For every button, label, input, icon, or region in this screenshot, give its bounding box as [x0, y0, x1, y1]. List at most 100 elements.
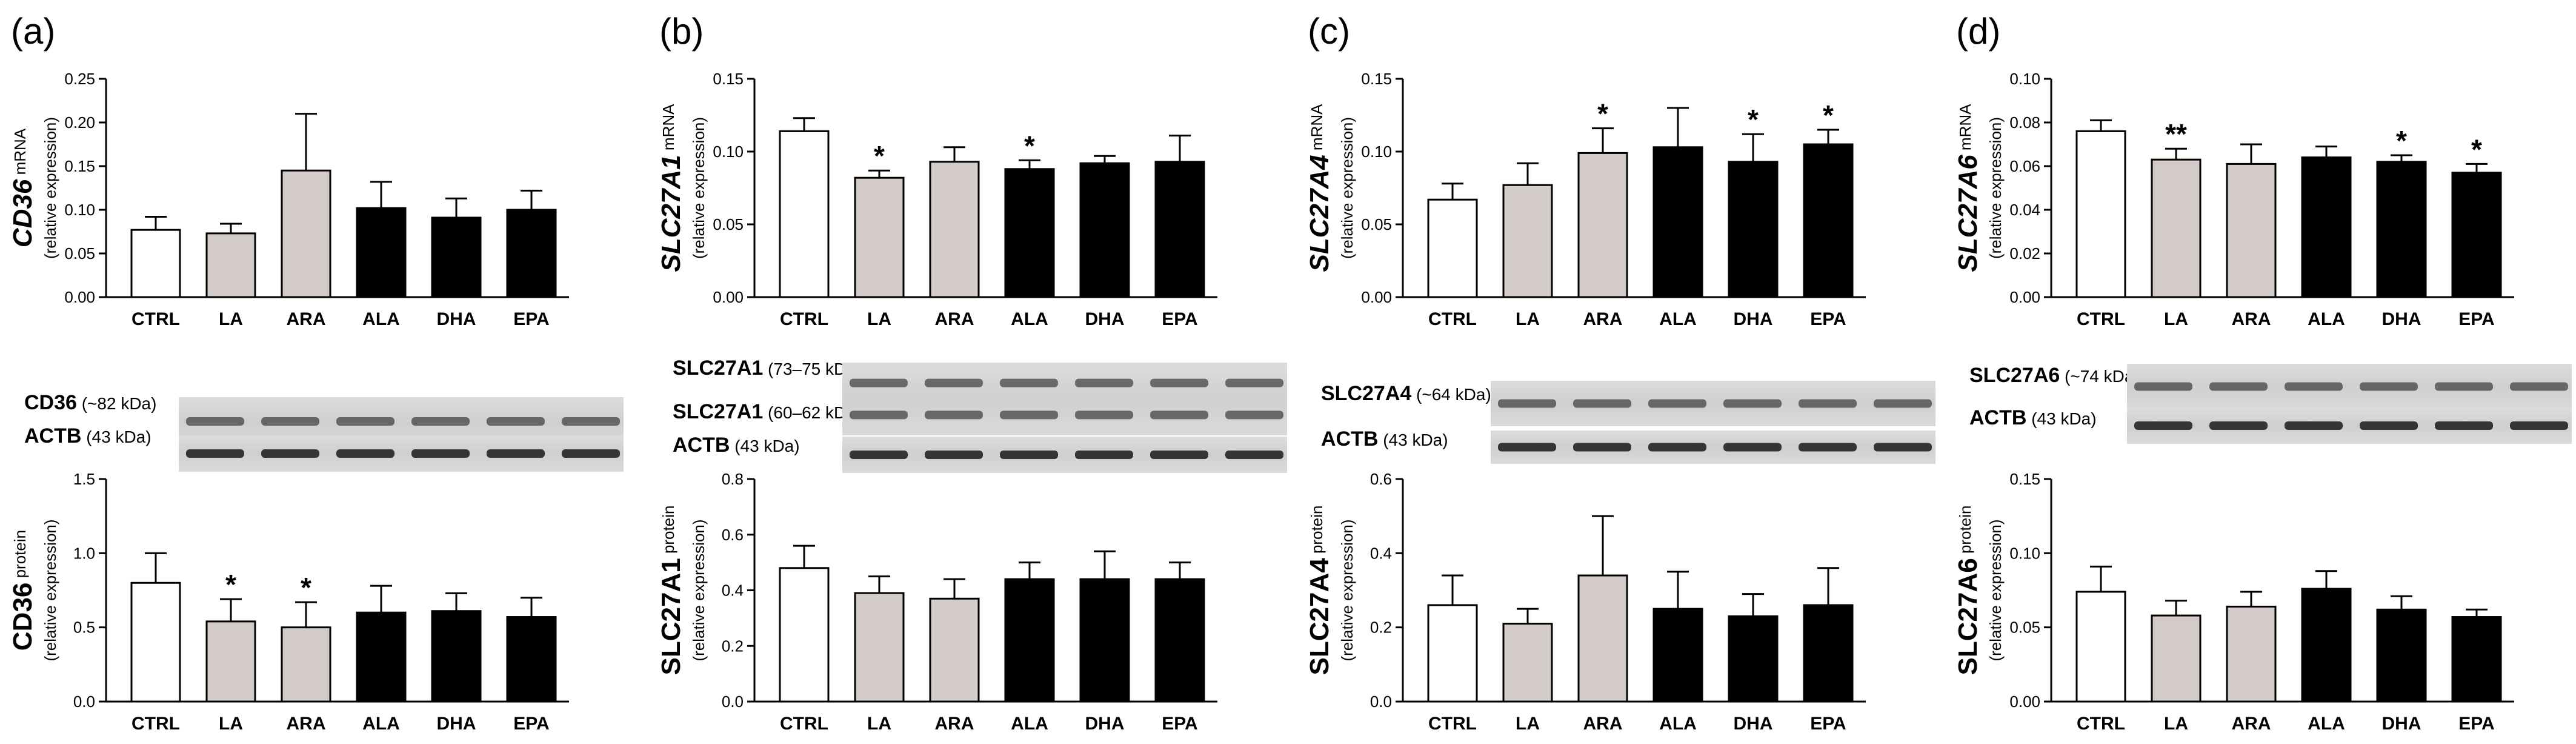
blot-band	[1799, 399, 1857, 408]
bar-dha	[1728, 615, 1779, 703]
y-tick-label: 0.0	[722, 692, 744, 711]
y-tick-label: 0.6	[1370, 470, 1392, 488]
blot-band	[1648, 399, 1706, 408]
bar-epa	[2451, 616, 2502, 703]
y-tick-label: 0.15	[2009, 470, 2040, 488]
blot-band	[186, 417, 244, 426]
y-tick-label: 0.0	[73, 692, 95, 711]
y-tick-label: 0.00	[2009, 692, 2040, 711]
y-axis-suffix: mRNA	[659, 104, 677, 155]
y-tick-label: 0.20	[64, 113, 95, 132]
significance-marker: *	[2471, 133, 2482, 165]
blot-band	[1000, 451, 1058, 459]
blot-kda: (43 kDa)	[730, 437, 799, 455]
blot-band	[850, 411, 908, 420]
bar-ala	[2301, 588, 2352, 703]
blot-kda: (43 kDa)	[81, 427, 151, 446]
y-tick-label: 0.15	[713, 70, 744, 88]
y-axis-gene: SLC27A4	[1305, 558, 1334, 675]
blot-band	[2435, 421, 2493, 430]
y-axis-subtitle: (relative expression)	[1986, 117, 2005, 259]
x-tick-label: ALA	[2308, 309, 2345, 329]
y-tick-label: 0.10	[2009, 70, 2040, 88]
bar-dha	[431, 610, 482, 703]
y-tick-label: 0.25	[64, 70, 95, 88]
y-axis-subtitle: (relative expression)	[41, 117, 59, 259]
y-axis-suffix: protein	[1308, 506, 1326, 558]
blot-band	[411, 417, 470, 426]
y-axis-title: SLC27A4 protein	[1305, 506, 1334, 675]
bar-ara	[2226, 605, 2277, 703]
bar-ctrl	[2075, 591, 2126, 703]
blot-band	[925, 378, 983, 387]
y-axis-suffix: mRNA	[1308, 104, 1326, 155]
blot-band	[1075, 451, 1133, 459]
blot-band	[1075, 411, 1133, 420]
blot-band	[2360, 421, 2418, 430]
x-tick-label: ARA	[1583, 714, 1623, 734]
blot-kda: (~64 kDa)	[1411, 385, 1491, 404]
y-axis-gene: CD36	[8, 179, 38, 247]
significance-marker: *	[874, 140, 885, 172]
blot-strip-image	[2127, 364, 2572, 409]
significance-marker: **	[2165, 118, 2187, 150]
bar-la	[205, 620, 256, 703]
bar-epa	[1154, 161, 1205, 298]
bar-ctrl	[779, 130, 830, 298]
x-tick-label: LA	[219, 309, 243, 329]
blot-band	[2435, 382, 2493, 391]
x-tick-label: DHA	[1734, 309, 1773, 329]
x-tick-label: ALA	[362, 309, 400, 329]
y-tick-label: 0.06	[2009, 157, 2040, 175]
bar-la	[1502, 184, 1553, 298]
y-axis-gene: CD36	[8, 583, 38, 651]
blot-protein-name: SLC27A1	[673, 357, 763, 380]
y-tick-label: 1.0	[73, 544, 95, 562]
bar-dha	[2376, 161, 2427, 298]
x-tick-label: ALA	[2308, 714, 2345, 734]
blot-band	[261, 449, 319, 458]
y-tick-label: 0.2	[1370, 618, 1392, 637]
blot-protein-name: ACTB	[24, 424, 81, 447]
blot-strip-image	[1491, 381, 1935, 426]
panel-d-blot: (d) SLC27A6 (~74 kDa) ACTB (43 kDa)	[1956, 11, 2572, 444]
bar-ala	[1004, 578, 1055, 703]
blot-protein-name: ACTB	[1321, 427, 1378, 451]
x-tick-label: EPA	[1162, 714, 1197, 734]
blot-band	[1150, 411, 1208, 420]
x-tick-label: EPA	[513, 309, 549, 329]
blot-label: SLC27A1 (60–62 kDa)	[673, 400, 861, 423]
blot-band	[1723, 443, 1782, 452]
blot-band	[1573, 443, 1631, 452]
panel-letter: (c)	[1308, 11, 1350, 52]
blot-strip-image	[2127, 407, 2572, 444]
x-tick-label: ARA	[2232, 714, 2271, 734]
blot-protein-name: ACTB	[1969, 406, 2026, 429]
blot-band	[1498, 443, 1556, 452]
blot-protein-name: ACTB	[673, 434, 730, 457]
x-tick-label: DHA	[2382, 714, 2421, 734]
bar-ala	[356, 207, 407, 298]
y-axis-title: SLC27A6 mRNA	[1953, 104, 1983, 272]
blot-label: ACTB (43 kDa)	[1969, 406, 2097, 429]
blot-band	[925, 451, 983, 459]
x-tick-label: ARA	[287, 309, 326, 329]
y-axis-gene: SLC27A4	[1305, 155, 1334, 272]
blot-band	[1000, 378, 1058, 387]
y-tick-label: 0.10	[64, 201, 95, 219]
blot-band	[1573, 399, 1631, 408]
y-axis-subtitle: (relative expression)	[690, 117, 708, 259]
bar-ara	[281, 169, 331, 298]
bar-ala	[2301, 156, 2352, 298]
blot-band	[1799, 443, 1857, 452]
blot-band	[1000, 411, 1058, 420]
bar-epa	[506, 209, 557, 298]
